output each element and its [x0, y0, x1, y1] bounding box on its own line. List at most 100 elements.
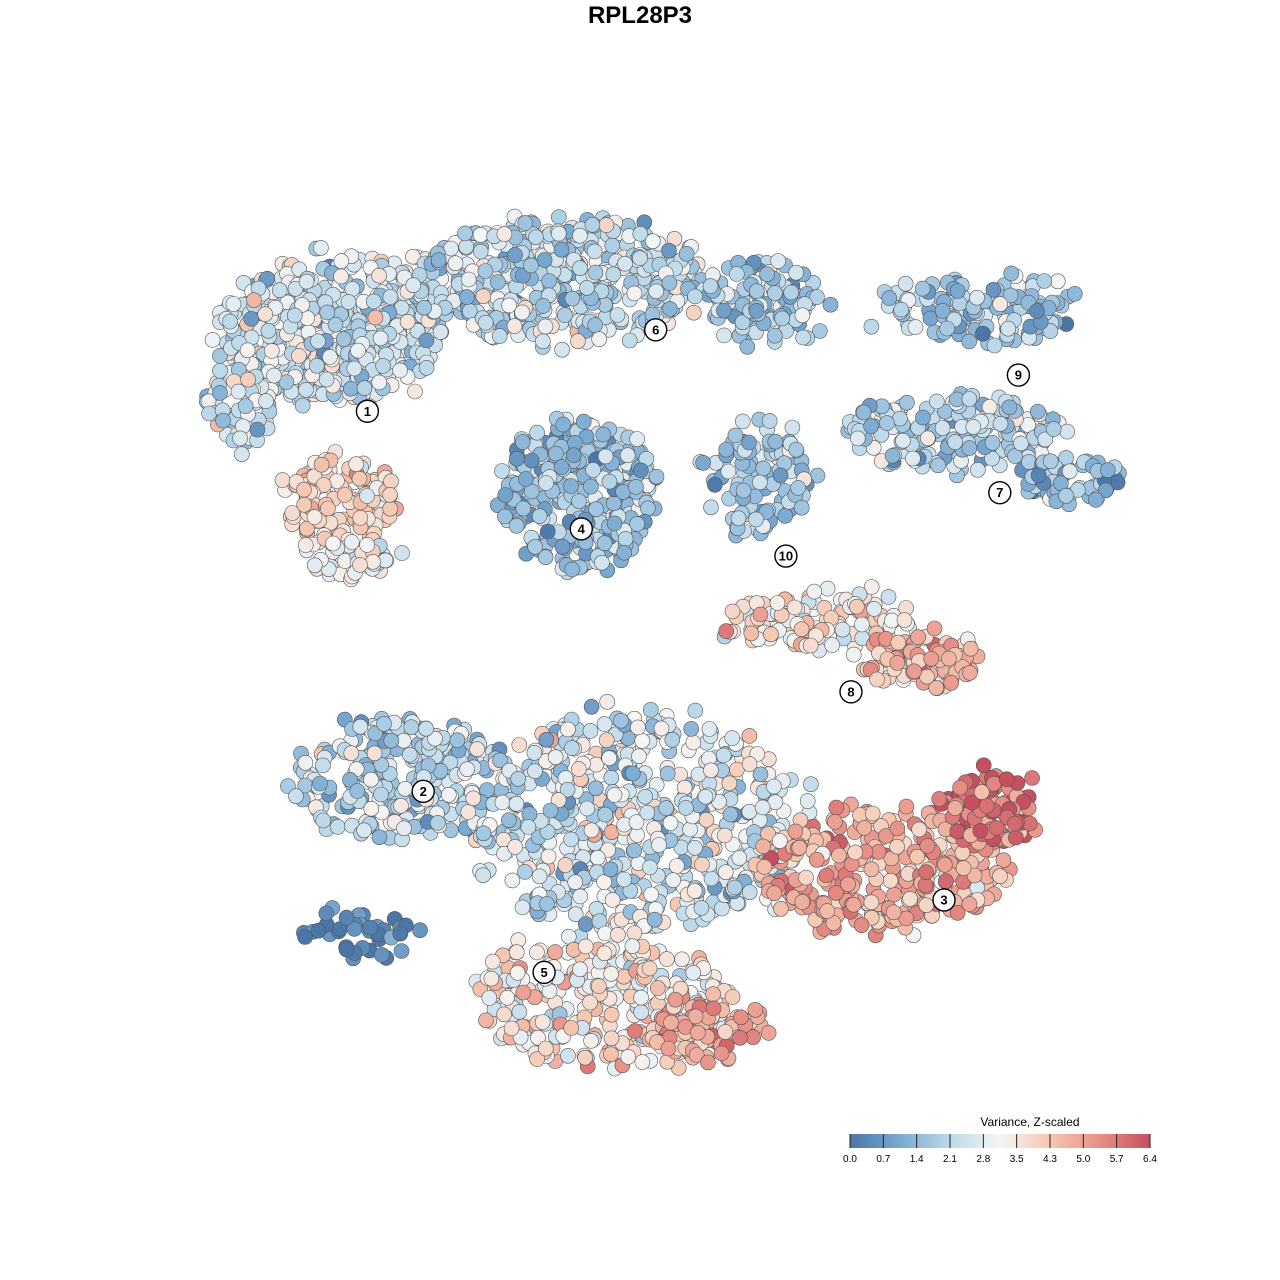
cell-point	[648, 468, 665, 485]
cell-point	[222, 313, 238, 330]
cell-point	[382, 486, 398, 503]
cell-point	[346, 360, 363, 377]
cell-point	[906, 663, 922, 680]
cell-point	[795, 329, 811, 346]
cell-point	[761, 413, 778, 429]
cell-point	[918, 897, 935, 914]
cell-point	[1042, 323, 1059, 339]
cell-point	[234, 446, 250, 463]
cell-point	[523, 452, 540, 469]
cell-point	[793, 621, 810, 638]
cell-point	[687, 288, 703, 305]
cell-point	[869, 671, 885, 688]
cell-point	[955, 860, 972, 876]
cell-point	[352, 557, 368, 573]
cell-point	[322, 349, 338, 365]
cell-point	[501, 297, 517, 314]
cell-point	[741, 884, 758, 901]
cell-point	[687, 1008, 704, 1025]
cell-point	[572, 260, 588, 277]
cell-point	[767, 327, 783, 344]
cell-point	[902, 891, 918, 907]
cell-point	[632, 250, 648, 267]
cell-point	[572, 961, 588, 978]
cell-point	[499, 989, 516, 1006]
cell-point	[537, 549, 554, 566]
cell-point	[1029, 303, 1045, 319]
cell-point	[606, 515, 623, 532]
cell-point	[731, 850, 748, 866]
cell-point	[585, 462, 601, 478]
cell-point	[515, 500, 532, 517]
cell-point	[503, 1020, 520, 1037]
cell-point	[724, 989, 741, 1005]
cell-point	[975, 325, 991, 342]
cell-point	[258, 393, 274, 409]
cell-point	[367, 309, 384, 326]
cell-point	[626, 925, 643, 941]
cell-point	[616, 544, 632, 561]
cell-point	[651, 837, 667, 853]
cell-point	[774, 310, 791, 327]
cell-point	[286, 307, 303, 324]
cell-point	[481, 990, 498, 1006]
cell-point	[509, 964, 526, 981]
cell-point	[246, 292, 262, 309]
cluster-label-9: 9	[1006, 363, 1031, 387]
cell-point	[528, 229, 544, 245]
cell-point	[538, 475, 554, 491]
cell-point	[674, 951, 690, 968]
cell-point	[333, 253, 350, 269]
cell-point	[401, 746, 418, 763]
cell-point	[707, 476, 723, 493]
cell-point	[856, 820, 873, 836]
cell-point	[429, 815, 446, 831]
cell-point	[949, 823, 966, 840]
cell-point	[802, 637, 819, 654]
cell-point	[284, 505, 301, 521]
cell-point	[658, 800, 674, 816]
cell-point	[788, 264, 804, 281]
cell-point	[788, 441, 805, 458]
cell-point	[914, 280, 931, 297]
cluster-label-3: 3	[932, 888, 956, 912]
cell-point	[511, 737, 528, 753]
cell-point	[936, 856, 953, 873]
cell-point	[952, 779, 968, 796]
cell-point	[363, 800, 380, 817]
cell-point	[863, 861, 880, 878]
cell-point	[459, 289, 475, 305]
cell-point	[460, 271, 477, 288]
cell-point	[356, 380, 373, 397]
cell-point	[682, 821, 698, 838]
cell-point	[383, 732, 400, 749]
cell-point	[588, 780, 604, 797]
cell-point	[637, 788, 654, 805]
cell-point	[587, 264, 604, 281]
cell-point	[686, 883, 703, 899]
cell-point	[294, 397, 311, 414]
cell-point	[743, 625, 760, 642]
cell-point	[259, 270, 276, 287]
cell-point	[597, 806, 614, 823]
cell-point	[918, 864, 935, 881]
cell-point	[755, 460, 772, 477]
cell-point	[898, 798, 915, 815]
cell-point	[621, 332, 638, 349]
cell-point	[554, 341, 570, 358]
cell-point	[539, 523, 556, 540]
cell-point	[824, 637, 840, 653]
cell-point	[619, 447, 636, 464]
cell-point	[734, 314, 751, 331]
cell-point	[808, 851, 825, 868]
cluster-label-badge	[839, 680, 863, 704]
cell-point	[507, 247, 523, 263]
cell-point	[694, 856, 710, 873]
cell-point	[978, 798, 995, 814]
cell-point	[297, 929, 313, 945]
cell-point	[620, 1049, 637, 1065]
cell-point	[886, 886, 902, 903]
cell-point	[926, 620, 943, 637]
cell-point	[628, 814, 645, 830]
cell-point	[964, 794, 980, 811]
